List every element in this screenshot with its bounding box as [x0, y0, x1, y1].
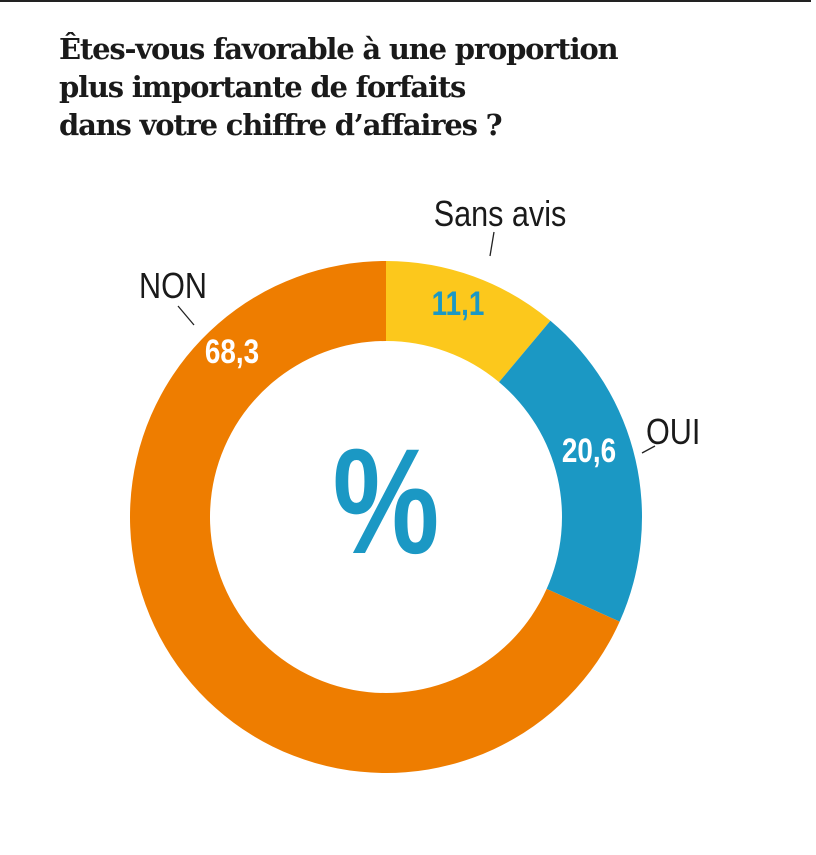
labels-group: 11,1 Sans avis 20,6 OUI 68,3 NON: [139, 195, 700, 470]
value-label-non: 68,3: [205, 332, 259, 370]
value-label-oui: 20,6: [562, 431, 616, 469]
title-line-1: Êtes-vous favorable à une proportion: [59, 32, 619, 66]
title-line-2: plus importante de forfaits: [59, 70, 466, 104]
title-line-3: dans votre chiffre d’affaires ?: [59, 108, 503, 142]
slice-non: [129, 261, 620, 773]
top-rule: [0, 0, 811, 2]
slice-oui: [499, 320, 642, 622]
center-percent-symbol: %: [333, 417, 440, 585]
leader-line-non: [177, 305, 195, 326]
leader-line-sans-avis: [489, 231, 495, 257]
slice-sans-avis: [386, 261, 551, 383]
slices-group: [129, 261, 642, 773]
leader-line-oui: [641, 445, 656, 454]
chart-title: Êtes-vous favorable à une proportion plu…: [59, 30, 779, 144]
category-label-sans-avis: Sans avis: [434, 195, 567, 235]
value-label-sans-avis: 11,1: [432, 284, 485, 322]
category-label-oui: OUI: [646, 413, 700, 453]
category-label-non: NON: [139, 267, 207, 307]
leader-lines-group: [177, 231, 656, 454]
